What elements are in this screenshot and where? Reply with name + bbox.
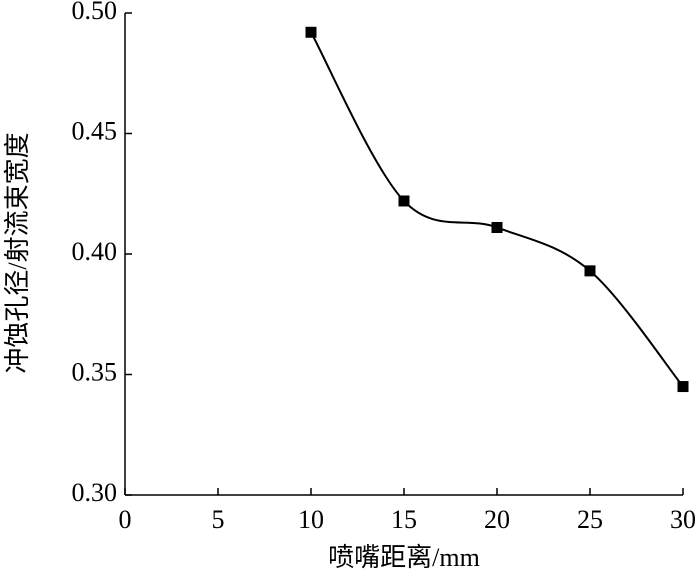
data-point	[677, 381, 689, 393]
data-point	[305, 26, 317, 38]
data-line	[310, 31, 684, 388]
x-tick-label: 20	[484, 505, 510, 534]
y-tick-label: 0.45	[72, 116, 118, 145]
y-tick-label: 0.35	[72, 357, 118, 386]
data-point	[491, 221, 503, 233]
y-tick-label: 0.50	[72, 0, 118, 25]
data-point	[584, 265, 596, 277]
y-tick-label: 0.40	[72, 237, 118, 266]
y-tick-label: 0.30	[72, 478, 118, 507]
x-tick-label: 15	[391, 505, 417, 534]
x-axis-label: 喷嘴距离/mm	[328, 543, 480, 572]
y-axis-label: 冲蚀孔径/射流束宽度	[3, 132, 32, 373]
x-tick-label: 5	[212, 505, 225, 534]
x-tick-label: 30	[670, 505, 696, 534]
x-tick-label: 25	[577, 505, 603, 534]
data-point	[398, 195, 410, 207]
x-tick-label: 10	[298, 505, 324, 534]
x-tick-label: 0	[119, 505, 132, 534]
